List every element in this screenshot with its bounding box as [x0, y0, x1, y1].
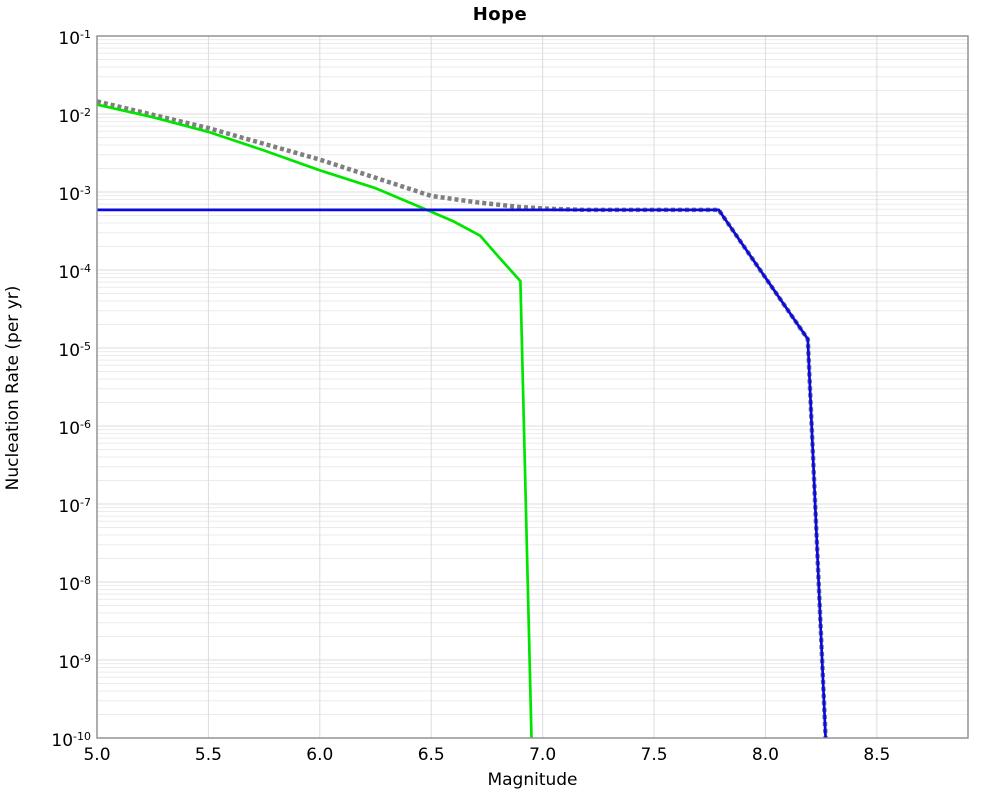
chart-title: Hope: [472, 4, 528, 25]
y-tick-label: 10-9: [58, 652, 91, 673]
y-tick-label: 10-7: [58, 496, 91, 517]
x-tick-label: 6.0: [306, 745, 334, 765]
gray-dotted-envelope-line: [97, 99, 828, 738]
y-tick-label: 10-6: [58, 418, 91, 439]
x-tick-label: 7.0: [529, 745, 557, 765]
x-tick-label: 6.5: [417, 745, 445, 765]
green-curve-line: [97, 103, 533, 738]
y-tick-label: 10-3: [58, 184, 91, 205]
y-tick-label: 10-1: [58, 28, 91, 49]
blue-curve-line: [97, 208, 827, 738]
x-tick-label: 8.5: [863, 745, 891, 765]
y-tick-label: 10-5: [58, 340, 91, 361]
x-tick-label: 5.5: [194, 745, 222, 765]
x-axis-label: Magnitude: [487, 770, 578, 790]
x-tick-label: 7.5: [640, 745, 668, 765]
y-tick-label: 10-10: [51, 730, 91, 751]
y-tick-label: 10-2: [58, 106, 91, 127]
x-tick-label: 8.0: [751, 745, 779, 765]
plot-frame: [96, 35, 969, 739]
y-tick-label: 10-8: [58, 574, 91, 595]
x-tick-label: 5.0: [83, 745, 111, 765]
y-tick-label: 10-4: [58, 262, 91, 283]
